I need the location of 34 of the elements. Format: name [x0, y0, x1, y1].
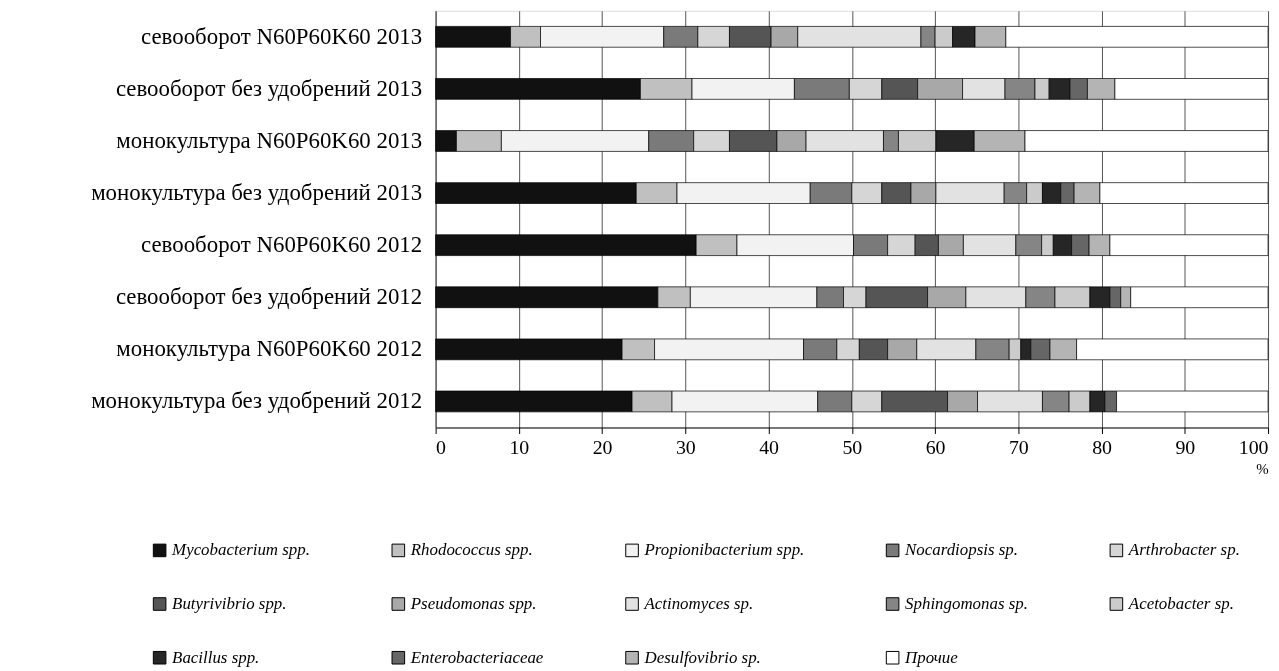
x-axis-title: % [1256, 460, 1269, 477]
legend-label: Acetobacter sp. [1127, 593, 1234, 613]
y-tick-label: монокультура N60P60K60 2012 [116, 336, 423, 362]
legend-label: Enterobacteriaceae [409, 647, 544, 667]
x-tick-label: 50 [842, 435, 863, 458]
x-tick-label: 20 [592, 435, 613, 458]
y-tick-label: севооборот без удобрений 2012 [115, 284, 423, 310]
y-tick-label: монокультура N60P60K60 2013 [116, 127, 423, 153]
x-tick-label: 100 [1238, 435, 1269, 458]
x-tick-label: 60 [925, 435, 946, 458]
y-tick-label: севооборот без удобрений 2013 [115, 75, 423, 101]
x-tick-label: 80 [1092, 435, 1113, 458]
legend-label: Bacillus spp. [172, 647, 260, 667]
legend-label: Прочие [904, 647, 959, 667]
x-tick-label: 10 [509, 435, 530, 458]
legend-label: Pseudomonas spp. [409, 593, 537, 613]
x-tick-label: 40 [759, 435, 780, 458]
y-tick-label: монокультура без удобрений 2012 [91, 388, 423, 414]
legend-label: Sphingomonas sp. [905, 593, 1028, 613]
legend-label: Desulfovibrio sp. [643, 647, 761, 667]
x-tick-label: 0 [436, 435, 447, 458]
x-tick-label: 30 [675, 435, 696, 458]
x-tick-label: 90 [1175, 435, 1196, 458]
legend-label: Actinomyces sp. [643, 593, 754, 613]
y-tick-label: севооборот N60P60K60 2013 [141, 23, 423, 49]
legend-label: Nocardiopsis sp. [904, 540, 1018, 560]
x-tick-label: 70 [1008, 435, 1029, 458]
y-tick-label: монокультура без удобрений 2013 [91, 180, 423, 206]
legend-label: Rhodococcus spp. [409, 540, 533, 560]
legend-label: Arthrobacter sp. [1127, 540, 1240, 560]
legend-label: Butyrivibrio spp. [172, 593, 287, 613]
y-tick-label: севооборот N60P60K60 2012 [141, 232, 423, 258]
legend-label: Propionibacterium spp. [643, 540, 805, 560]
legend-label: Mycobacterium spp. [171, 540, 310, 560]
